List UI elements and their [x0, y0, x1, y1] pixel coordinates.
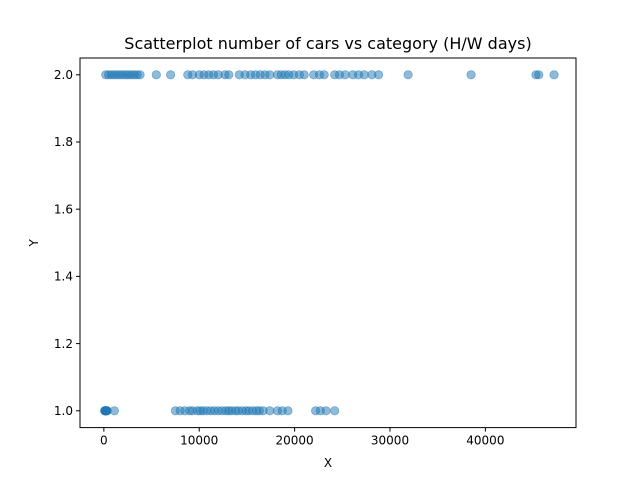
data-point — [549, 70, 559, 80]
data-point — [135, 70, 145, 80]
y-tick-label: 1.6 — [54, 202, 73, 216]
data-point — [151, 70, 161, 80]
x-tick-label: 30000 — [371, 434, 409, 448]
data-point — [265, 70, 275, 80]
data-point — [224, 70, 234, 80]
data-point — [319, 70, 329, 80]
data-point — [373, 70, 384, 80]
y-tick-label: 1.8 — [54, 135, 73, 149]
data-point — [299, 70, 309, 80]
data-point — [109, 406, 119, 416]
y-axis-ticks: 1.0 1.2 1.4 1.6 1.8 2.0 — [54, 68, 80, 418]
points-layer — [100, 70, 559, 416]
x-tick-label: 0 — [100, 434, 108, 448]
x-tick-label: 10000 — [180, 434, 218, 448]
y-tick-label: 2.0 — [54, 68, 73, 82]
y-tick-label: 1.2 — [54, 337, 73, 351]
x-axis-label: X — [324, 456, 332, 470]
x-axis-ticks: 0 10000 20000 30000 40000 — [100, 427, 504, 448]
y-axis-label: Y — [27, 238, 41, 247]
x-tick-label: 40000 — [466, 434, 504, 448]
data-point — [321, 406, 331, 416]
plot-frame — [79, 57, 577, 429]
y-tick-label: 1.4 — [54, 270, 73, 284]
data-point — [166, 70, 176, 80]
chart-title: Scatterplot number of cars vs category (… — [124, 34, 531, 53]
data-point — [340, 70, 350, 80]
y-tick-label: 1.0 — [54, 404, 73, 418]
data-point — [466, 70, 476, 80]
data-point — [283, 406, 293, 416]
data-point — [403, 70, 413, 80]
data-point — [330, 406, 340, 416]
data-point — [359, 70, 369, 80]
data-point — [534, 70, 544, 80]
data-point — [265, 406, 275, 416]
x-tick-label: 20000 — [276, 434, 314, 448]
